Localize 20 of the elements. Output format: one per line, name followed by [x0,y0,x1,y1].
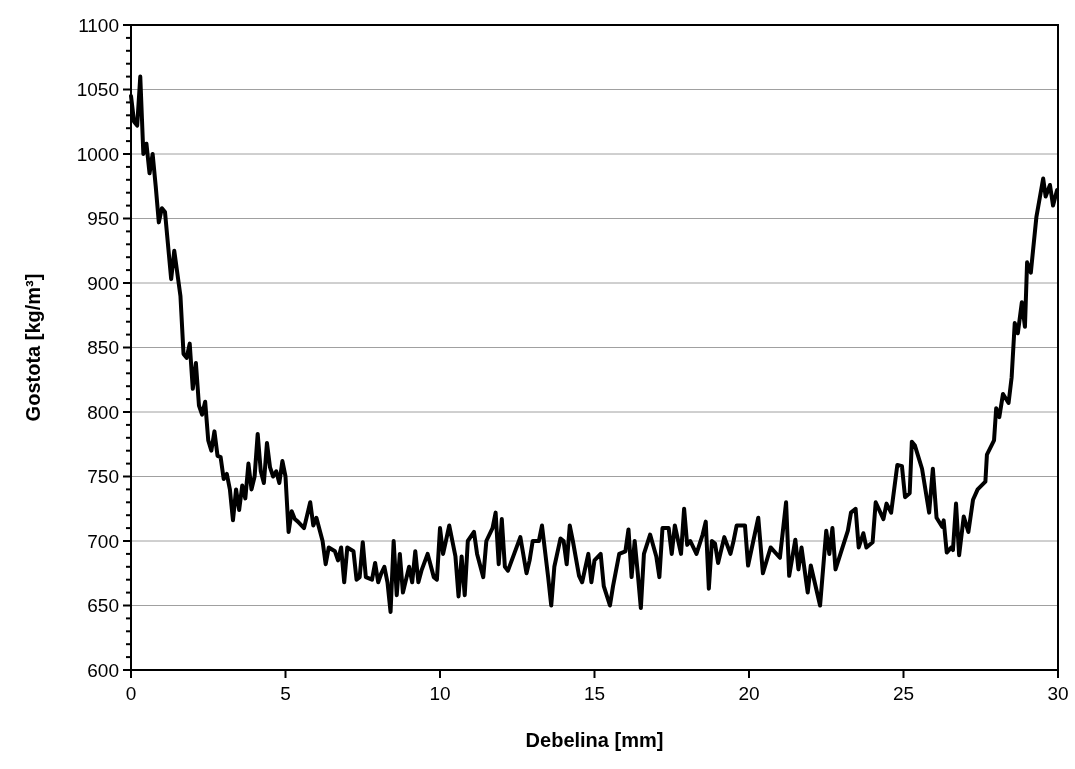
x-tick-label: 25 [892,683,915,704]
x-axis-title: Debelina [mm] [525,729,664,751]
y-tick-label: 1000 [76,143,119,165]
y-tick-label: 950 [87,208,119,230]
x-tick-label: 20 [738,683,760,704]
y-axis-title: Gostota [kg/m³] [22,273,44,422]
x-tick-label: 10 [429,683,451,704]
x-tick-label: 5 [280,683,291,704]
y-tick-label: 650 [87,595,119,617]
x-tick-label: 15 [583,683,606,704]
y-tick-label: 900 [87,272,119,294]
y-tick-label: 700 [87,530,119,552]
y-tick-label: 1100 [78,14,119,36]
y-tick-label: 800 [87,401,119,423]
y-tick-label: 750 [87,466,119,488]
y-tick-label: 600 [87,659,119,681]
y-tick-label: 850 [87,337,119,359]
y-tick-label: 1050 [76,79,119,101]
x-tick-label: 0 [125,683,137,704]
x-tick-label: 30 [1047,683,1069,704]
